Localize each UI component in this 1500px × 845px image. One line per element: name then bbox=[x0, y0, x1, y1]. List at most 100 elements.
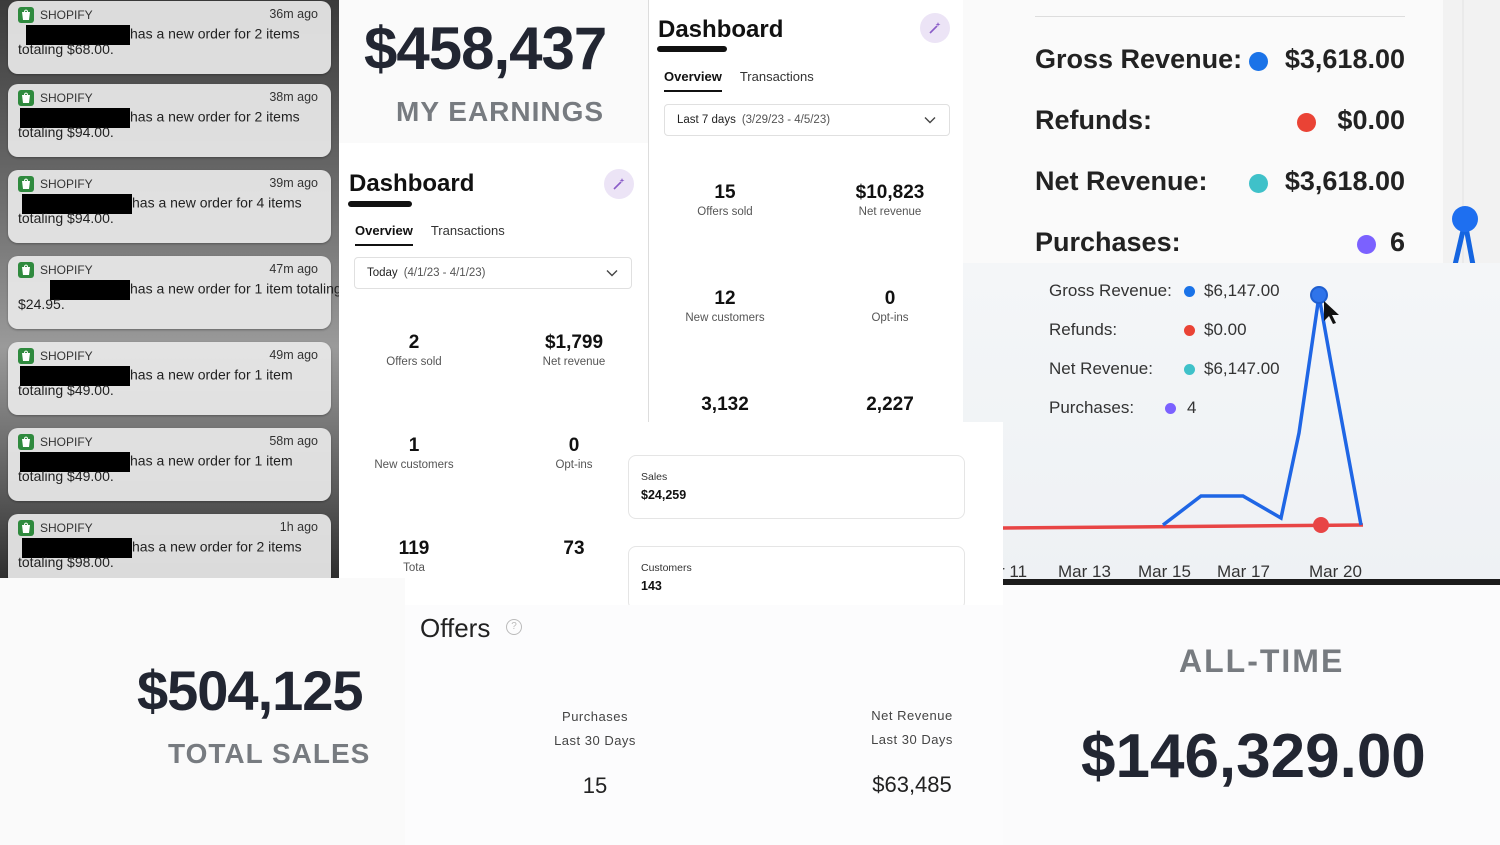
earnings-amount: $458,437 bbox=[364, 15, 607, 82]
notification-line1: has a new order for 4 items bbox=[132, 194, 302, 211]
notification-card[interactable]: SHOPIFY 39m ago has a new order for 4 item… bbox=[8, 170, 331, 243]
chart-tooltip-row: Purchases: 4 bbox=[1049, 398, 1196, 418]
title-underline bbox=[348, 201, 412, 207]
tab-transactions[interactable]: Transactions bbox=[739, 69, 814, 84]
notification-app: SHOPIFY bbox=[18, 434, 93, 450]
chart-row-value: $6,147.00 bbox=[1204, 359, 1280, 378]
all-time-amount: $146,329.00 bbox=[1081, 722, 1426, 791]
card-value: $24,259 bbox=[641, 488, 687, 502]
notification-app-name: SHOPIFY bbox=[40, 8, 93, 22]
chart-row-value: $0.00 bbox=[1204, 320, 1247, 339]
notification-line1: has a new order for 1 item totaling bbox=[130, 280, 342, 297]
legend-dot bbox=[1184, 364, 1195, 375]
notification-time: 49m ago bbox=[269, 348, 318, 362]
revenue-row-value: 6 bbox=[1389, 227, 1405, 257]
stat-label: New customers bbox=[374, 459, 454, 471]
notification-app-name: SHOPIFY bbox=[40, 349, 93, 363]
stat-value: 2 bbox=[408, 332, 420, 353]
notification-app: SHOPIFY bbox=[18, 262, 93, 278]
summary-cards: Sales $24,259 Customers 143 bbox=[609, 422, 1003, 612]
magic-wand-icon[interactable] bbox=[920, 13, 950, 43]
stat-label: Tota bbox=[403, 562, 425, 574]
offers-purchases: Purchases Last 30 Days 15 bbox=[520, 705, 670, 799]
notification-app-name: SHOPIFY bbox=[40, 435, 93, 449]
notification-time: 36m ago bbox=[269, 7, 318, 21]
chart-tooltip-row: Gross Revenue: $6,147.00 bbox=[1049, 281, 1280, 301]
legend-dot bbox=[1249, 174, 1268, 193]
revenue-row: Purchases: 6 bbox=[1035, 227, 1405, 258]
x-tick-label: r 11 bbox=[999, 562, 1028, 581]
notification-app: SHOPIFY bbox=[18, 90, 93, 106]
stat-block: 2,227 bbox=[820, 394, 960, 418]
gross-revenue-line bbox=[1161, 295, 1363, 527]
notification-line2: $24.95. bbox=[18, 296, 65, 312]
redacted-store-name bbox=[26, 25, 130, 45]
chart-row-value: $6,147.00 bbox=[1204, 281, 1280, 300]
redacted-store-name bbox=[22, 194, 132, 214]
legend-dot bbox=[1297, 113, 1316, 132]
card-label: Sales bbox=[641, 471, 668, 483]
notification-line2: totaling $49.00. bbox=[18, 468, 114, 484]
offers-col-value: $63,485 bbox=[872, 772, 952, 797]
screen-bezel bbox=[963, 579, 1500, 585]
help-icon[interactable]: ? bbox=[506, 619, 522, 635]
legend-dot bbox=[1249, 52, 1268, 71]
tab-overview[interactable]: Overview bbox=[355, 223, 413, 246]
date-range-label: Today bbox=[367, 267, 398, 279]
notification-time: 47m ago bbox=[269, 262, 318, 276]
stat-block: 1 New customers bbox=[344, 435, 484, 471]
stat-value: 3,132 bbox=[701, 394, 749, 415]
offers-net-revenue: Net Revenue Last 30 Days $63,485 bbox=[837, 704, 987, 798]
redacted-store-name bbox=[20, 108, 130, 128]
dashboard-week-panel: Dashboard Overview Transactions Last 7 d… bbox=[648, 0, 964, 422]
notification-card[interactable]: SHOPIFY 38m ago has a new order for 2 item… bbox=[8, 84, 331, 157]
stat-block: 0 Opt-ins bbox=[820, 288, 960, 324]
sales-card[interactable]: Sales $24,259 bbox=[628, 455, 965, 519]
offers-panel: Offers ? Purchases Last 30 Days 15 Net R… bbox=[405, 605, 1003, 845]
offers-col-label: Purchases bbox=[562, 709, 628, 724]
notification-card[interactable]: SHOPIFY 58m ago has a new order for 1 item… bbox=[8, 428, 331, 501]
redacted-store-name bbox=[22, 538, 132, 558]
revenue-row: Net Revenue: $3,618.00 bbox=[1035, 166, 1405, 197]
chart-row-label: Purchases: bbox=[1049, 398, 1135, 417]
notification-time: 39m ago bbox=[269, 176, 318, 190]
notification-card[interactable]: SHOPIFY 1h ago has a new order for 2 items… bbox=[8, 514, 331, 587]
tab-overview[interactable]: Overview bbox=[664, 69, 722, 92]
notification-line1: has a new order for 2 items bbox=[132, 538, 302, 555]
chart-edge-fragment bbox=[1443, 0, 1500, 266]
date-range-select[interactable]: Today (4/1/23 - 4/1/23) bbox=[354, 257, 632, 289]
notification-line2: totaling $94.00. bbox=[18, 124, 114, 140]
dashboard-today-panel: Dashboard Overview Transactions Today (4… bbox=[339, 143, 648, 580]
divider bbox=[1035, 16, 1405, 17]
revenue-row-label: Purchases: bbox=[1035, 227, 1181, 257]
stat-block: 119 Tota bbox=[344, 538, 484, 574]
offers-col-label: Net Revenue bbox=[871, 708, 953, 723]
shopify-icon bbox=[18, 262, 34, 278]
notification-line2: totaling $49.00. bbox=[18, 382, 114, 398]
notification-app-name: SHOPIFY bbox=[40, 91, 93, 105]
data-point-marker[interactable] bbox=[1313, 517, 1329, 533]
tab-transactions[interactable]: Transactions bbox=[430, 223, 505, 238]
notification-card[interactable]: SHOPIFY 36m ago has a new order for 2 item… bbox=[8, 1, 331, 74]
notification-app: SHOPIFY bbox=[18, 176, 93, 192]
notification-card[interactable]: SHOPIFY 49m ago has a new order for 1 item… bbox=[8, 342, 331, 415]
date-range-select[interactable]: Last 7 days (3/29/23 - 4/5/23) bbox=[664, 104, 950, 136]
notification-card[interactable]: SHOPIFY 47m ago has a new order for 1 item… bbox=[8, 256, 342, 329]
shopify-icon bbox=[18, 90, 34, 106]
redacted-store-name bbox=[20, 366, 130, 386]
notification-time: 38m ago bbox=[269, 90, 318, 104]
date-range-value: (4/1/23 - 4/1/23) bbox=[403, 267, 486, 279]
stat-value: 15 bbox=[714, 182, 736, 203]
page-title: Dashboard bbox=[349, 170, 475, 197]
title-underline bbox=[657, 46, 727, 52]
chart-row-value: 4 bbox=[1187, 398, 1197, 417]
stat-value: 1 bbox=[408, 435, 420, 456]
revenue-row-value: $3,618.00 bbox=[1284, 44, 1405, 74]
redacted-store-name bbox=[50, 280, 130, 300]
notification-app: SHOPIFY bbox=[18, 348, 93, 364]
data-point-marker[interactable] bbox=[1310, 286, 1328, 304]
customers-card[interactable]: Customers 143 bbox=[628, 546, 965, 610]
magic-wand-icon[interactable] bbox=[604, 169, 634, 199]
stat-block: 12 New customers bbox=[655, 288, 795, 324]
x-tick-label: Mar 15 bbox=[1138, 562, 1191, 581]
